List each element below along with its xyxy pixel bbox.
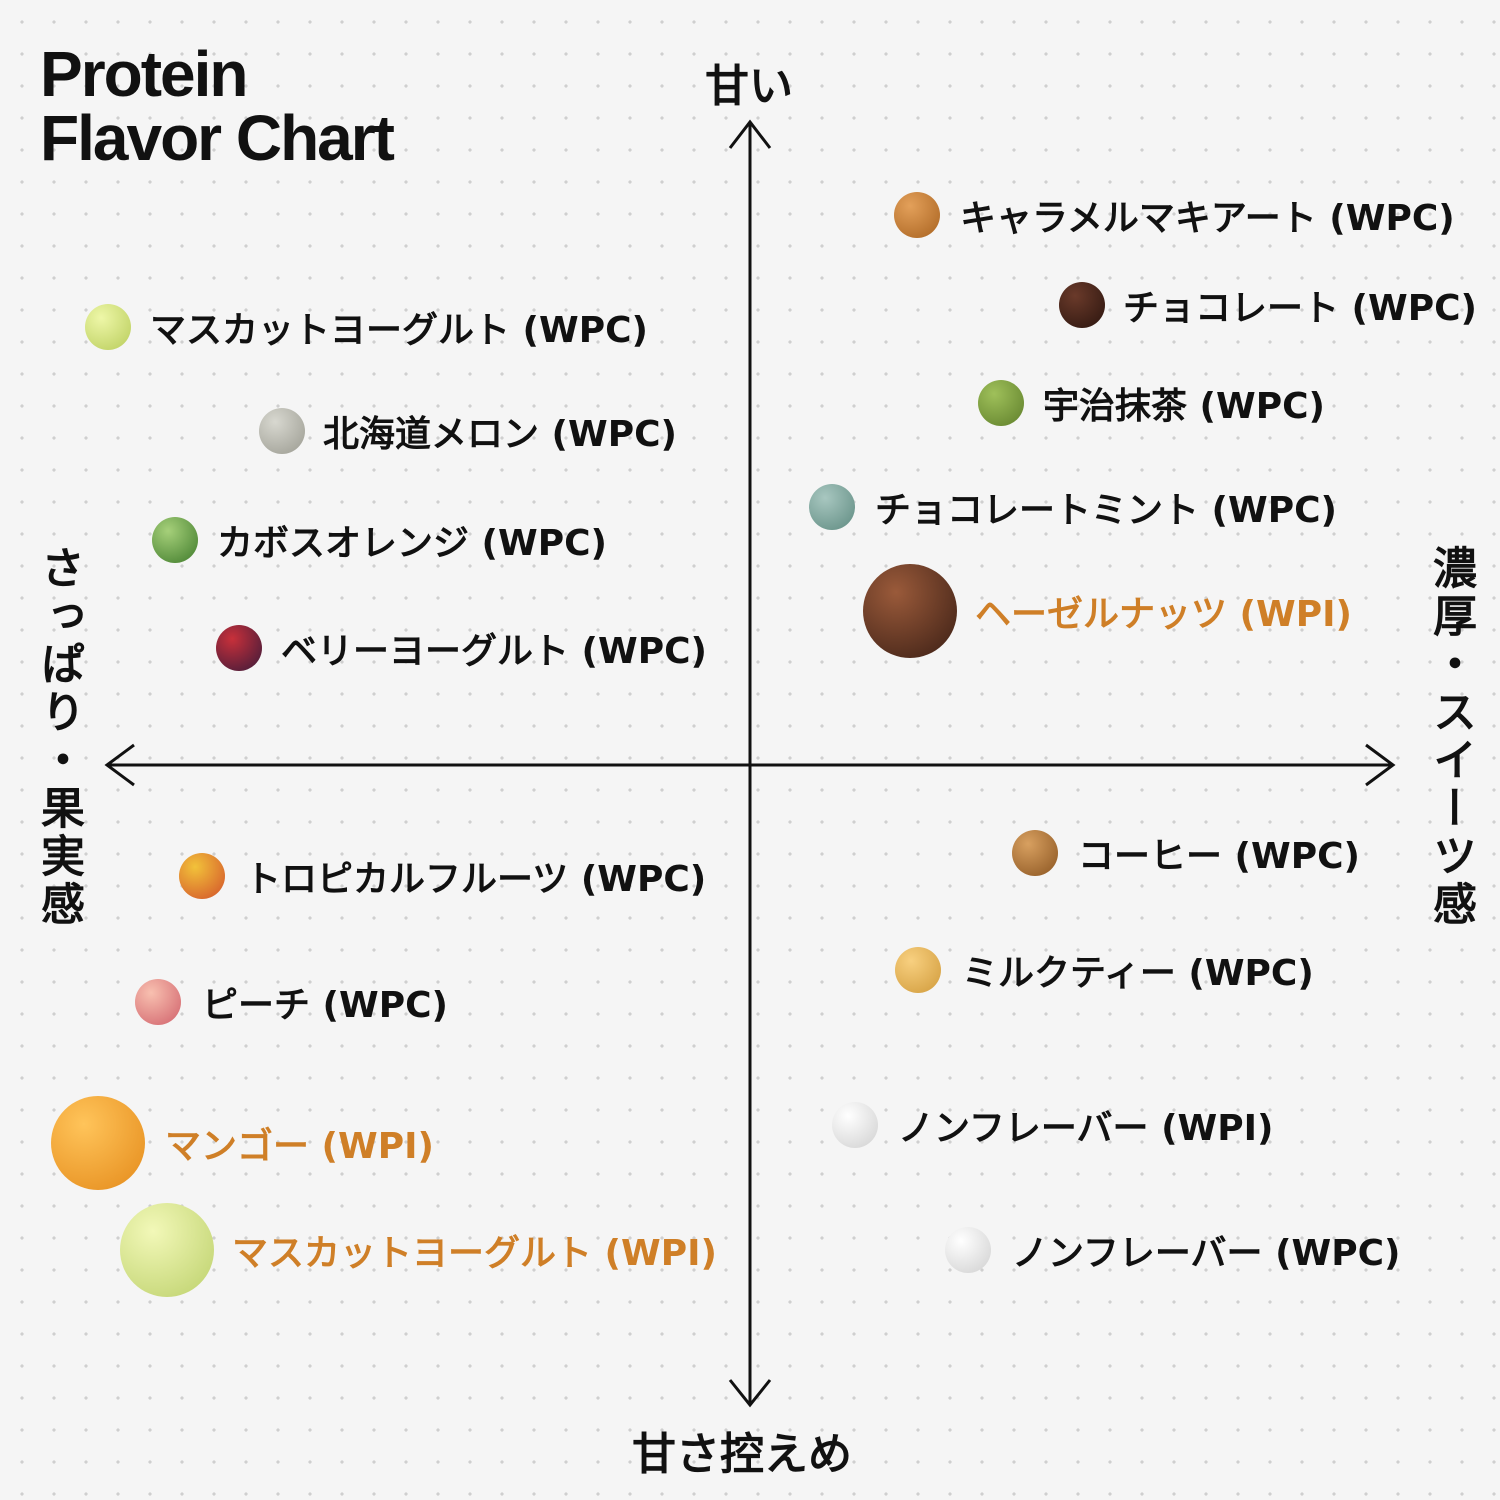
flavor-image (978, 380, 1024, 426)
flavor-image (120, 1203, 214, 1297)
flavor-label: マンゴー (WPI) (165, 1126, 434, 1167)
flavor-label: コーヒー (WPC) (1078, 836, 1360, 877)
arrow-right (1365, 743, 1396, 787)
flavor-image (51, 1096, 145, 1190)
flavor-image (85, 304, 131, 350)
flavor-label: マスカットヨーグルト (WPI) (232, 1233, 717, 1274)
flavor-image (863, 564, 957, 658)
flavor-label: チョコレートミント (WPC) (875, 490, 1337, 531)
flavor-label: マスカットヨーグルト (WPC) (150, 310, 648, 351)
flavor-label: 宇治抹茶 (WPC) (1043, 386, 1325, 427)
flavor-image (832, 1102, 878, 1148)
arrow-down (728, 1379, 772, 1408)
title-line: Flavor Chart (40, 102, 395, 174)
axis-bottom: 甘さ控えめ (632, 1429, 852, 1480)
flavor-label: キャラメルマキアート (WPC) (960, 198, 1455, 239)
flavor-image (895, 947, 941, 993)
flavor-label: ピーチ (WPC) (202, 985, 448, 1026)
flavor-label: トロピカルフルーツ (WPC) (245, 859, 707, 900)
flavor-image (216, 625, 262, 671)
flavor-label: 北海道メロン (WPC) (323, 414, 677, 455)
flavor-label: ヘーゼルナッツ (WPI) (975, 594, 1352, 635)
flavor-label: ベリーヨーグルト (WPC) (281, 631, 707, 672)
flavor-image (135, 979, 181, 1025)
arrow-left (104, 743, 135, 787)
flavor-image (809, 484, 855, 530)
flavor-image (945, 1227, 991, 1273)
flavor-image (259, 408, 305, 454)
flavor-label: チョコレート (WPC) (1123, 288, 1477, 329)
flavor-image (1012, 830, 1058, 876)
flavor-label: ノンフレーバー (WPC) (1012, 1233, 1401, 1274)
flavor-label: ミルクティー (WPC) (962, 953, 1314, 994)
flavor-image (1059, 282, 1105, 328)
flavor-image (152, 517, 198, 563)
arrow-up (728, 119, 772, 149)
flavor-label: ノンフレーバー (WPI) (898, 1108, 1274, 1149)
flavor-label: カボスオレンジ (WPC) (217, 523, 607, 564)
axis-top: 甘い (705, 61, 793, 112)
title: Protein Flavor Chart (40, 38, 395, 174)
axis-right: 濃厚・スイーツ感 (1425, 545, 1476, 929)
axis-left: さっぱり・果実感 (33, 545, 84, 929)
flavor-image (179, 853, 225, 899)
title-line: Protein (40, 38, 248, 110)
flavor-image (894, 192, 940, 238)
